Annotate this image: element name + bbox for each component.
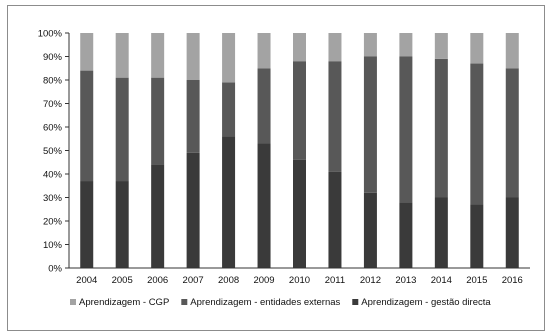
x-tick-label: 2006 — [147, 275, 168, 286]
bar-segment — [80, 33, 94, 71]
y-tick-label: 80% — [43, 76, 63, 87]
bar-segment — [293, 33, 306, 62]
bar-segment — [151, 77, 165, 165]
legend-label: Aprendizagem - CGP — [79, 297, 169, 308]
legend: Aprendizagem - CGP Aprendizagem - entidad… — [70, 297, 491, 308]
y-tick-label: 10% — [43, 240, 63, 251]
bar-segment — [470, 33, 484, 64]
legend-swatch — [352, 299, 359, 305]
bar-segment — [328, 61, 342, 172]
x-tick-label: 2005 — [112, 275, 133, 286]
bar-segment — [399, 33, 413, 57]
y-tick-label: 60% — [43, 123, 63, 134]
bar-segment — [470, 63, 484, 205]
bar-segment — [434, 197, 448, 268]
bar-segment — [505, 68, 519, 198]
bar-segment — [434, 33, 448, 59]
bar-segment — [115, 181, 129, 268]
x-tick-label: 2013 — [395, 275, 416, 286]
bars-layer — [80, 33, 519, 268]
bar-segment — [151, 33, 165, 78]
bar-segment — [80, 181, 94, 268]
bar-segment — [470, 204, 484, 268]
bar-segment — [186, 80, 200, 153]
y-tick-label: 100% — [38, 29, 63, 40]
bar-segment — [257, 143, 271, 268]
x-tick-label: 2011 — [325, 275, 345, 286]
bar-segment — [186, 152, 200, 268]
bar-segment — [505, 197, 519, 268]
bar-segment — [257, 33, 271, 69]
x-tick-label: 2010 — [289, 275, 310, 286]
bar-segment — [222, 33, 236, 83]
y-tick-label: 0% — [48, 264, 62, 275]
legend-label: Aprendizagem - gestão directa — [361, 297, 491, 308]
x-tick-label: 2014 — [431, 275, 452, 286]
bar-segment — [363, 192, 377, 268]
bar-segment — [399, 202, 413, 268]
bar-segment — [257, 68, 271, 144]
y-tick-label: 70% — [43, 99, 63, 110]
bar-segment — [222, 136, 236, 268]
legend-swatch — [70, 299, 76, 305]
bar-segment — [151, 164, 165, 268]
x-tick-label: 2016 — [502, 275, 523, 286]
x-tick-label: 2012 — [360, 275, 381, 286]
bar-segment — [399, 56, 413, 203]
bar-segment — [293, 61, 306, 160]
y-tick-label: 50% — [43, 146, 63, 157]
bar-segment — [434, 58, 448, 198]
x-tick-label: 2007 — [183, 275, 204, 286]
bar-segment — [115, 77, 129, 182]
legend-label: Aprendizagem - entidades externas — [190, 297, 340, 308]
bar-segment — [328, 33, 342, 62]
bar-segment — [328, 171, 342, 268]
bar-segment — [115, 33, 129, 78]
x-tick-label: 2008 — [218, 275, 239, 286]
bar-segment — [363, 56, 377, 193]
x-tick-label: 2009 — [253, 275, 274, 286]
x-tick-label: 2015 — [466, 275, 487, 286]
y-tick-label: 90% — [43, 52, 63, 63]
y-tick-label: 40% — [43, 170, 63, 181]
bar-segment — [80, 70, 94, 182]
y-tick-label: 20% — [43, 217, 63, 228]
x-tick-label: 2004 — [76, 275, 97, 286]
bar-segment — [186, 33, 200, 80]
bar-segment — [222, 82, 236, 137]
axis-layer: 0% 10% 20% 30% 40% 50% 60% 70% 80% 90% 100% 2004 200… — [38, 29, 530, 286]
bar-segment — [505, 33, 519, 69]
bar-segment — [363, 33, 377, 57]
chart-frame — [7, 5, 545, 331]
bar-segment — [293, 159, 306, 268]
legend-swatch — [181, 299, 188, 305]
y-tick-label: 30% — [43, 193, 63, 204]
